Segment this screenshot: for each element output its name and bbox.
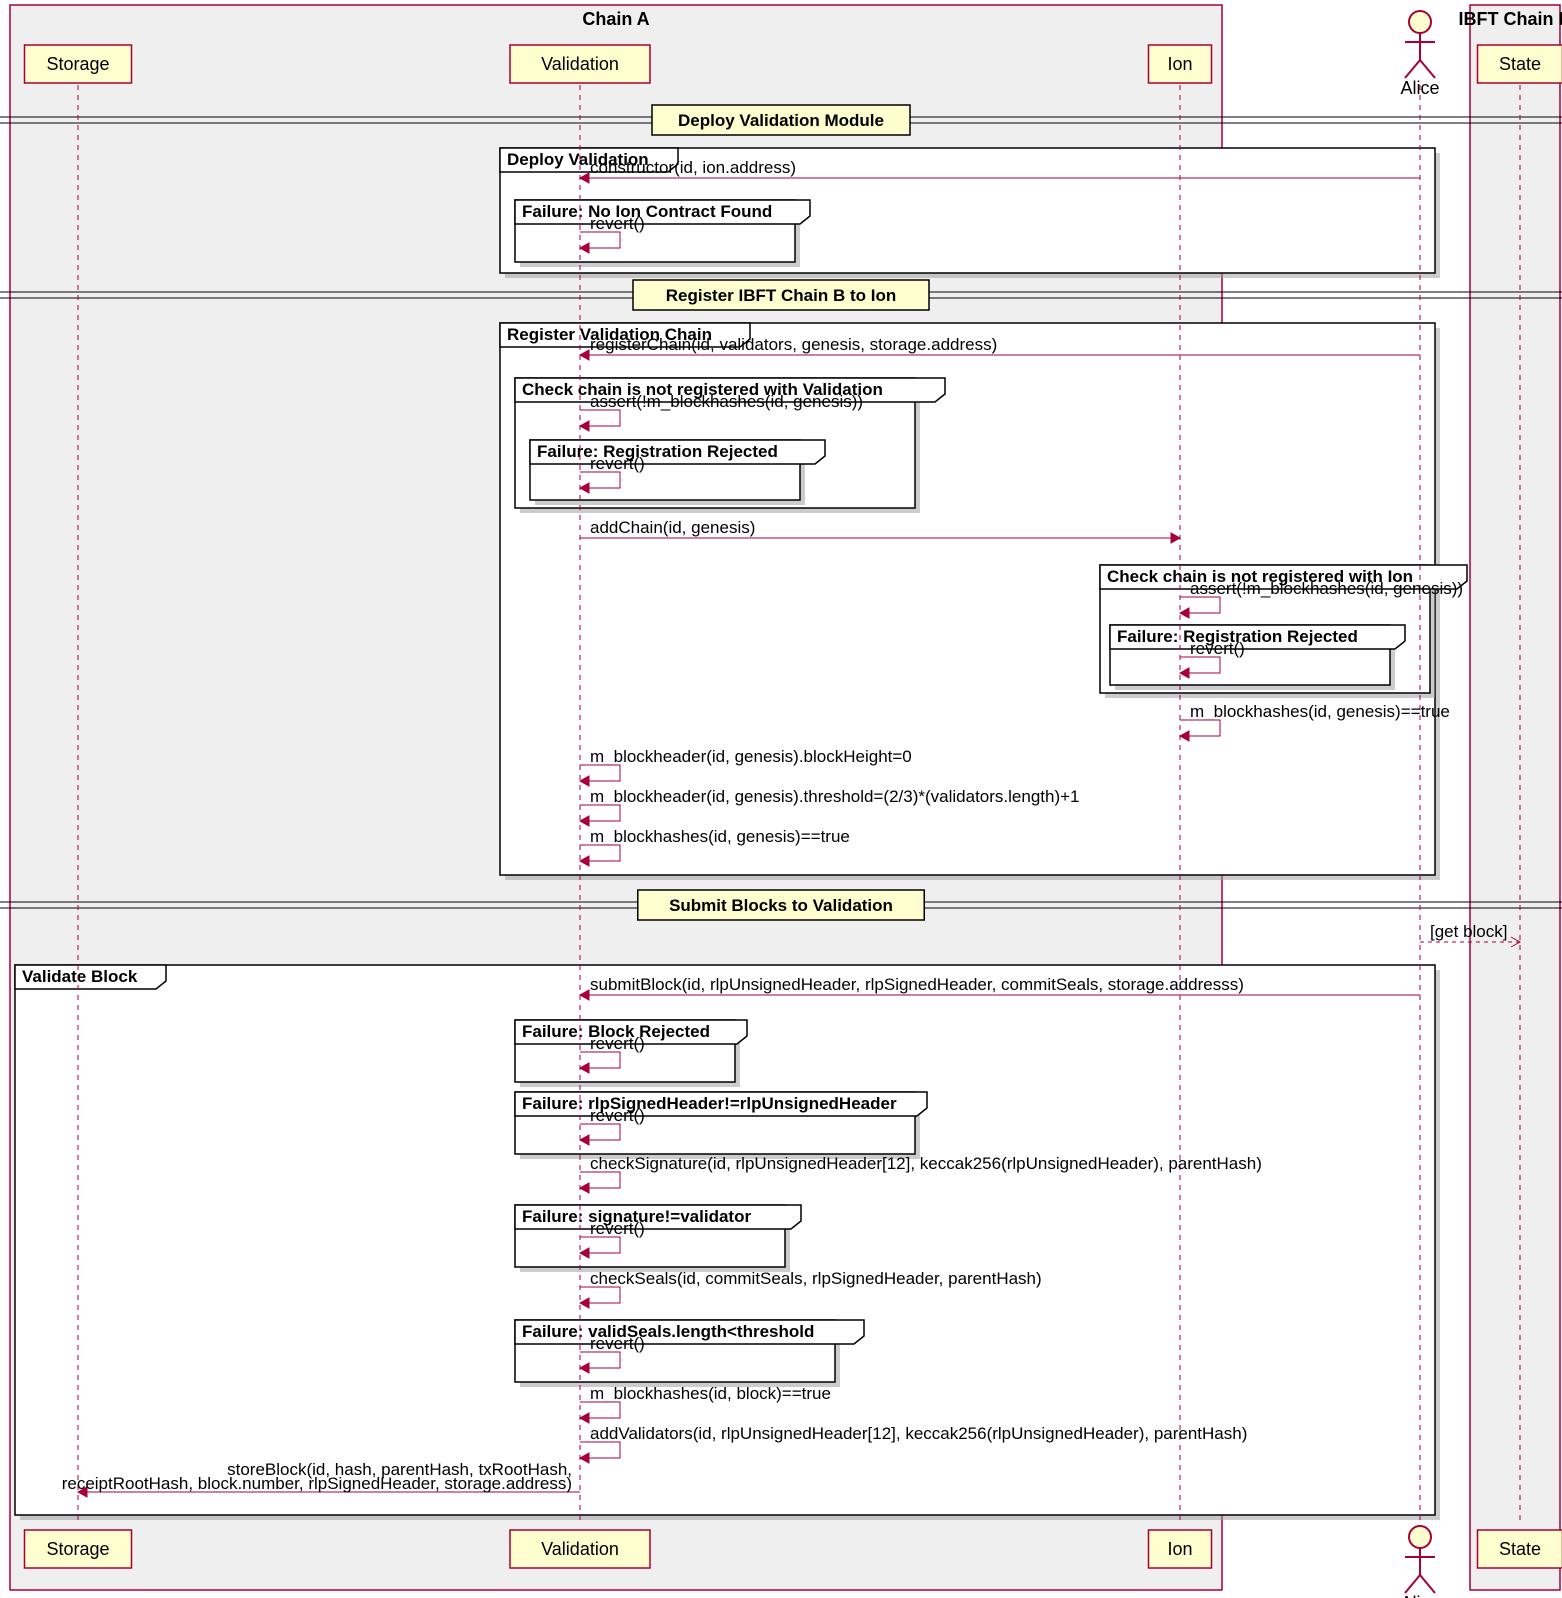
msg-m8: revert() [1190,639,1245,658]
frame-title-fail-reg1: Failure: Registration Rejected [537,442,778,461]
msg-m7: assert(!m_blockhashes(id, genesis)) [1190,579,1463,598]
msg-m19: checkSeals(id, commitSeals, rlpSignedHea… [590,1269,1042,1288]
msg-m4: assert(!m_blockhashes(id, genesis)) [590,392,863,411]
msg-m12: m_blockhashes(id, genesis)==true [590,827,850,846]
participant-label-validation-bot: Validation [541,1539,619,1559]
msg-m2: revert() [590,214,645,233]
msg-m17: checkSignature(id, rlpUnsignedHeader[12]… [590,1154,1262,1173]
participant-label-ion-bot: Ion [1167,1539,1192,1559]
msg-m5: revert() [590,454,645,473]
frame-title-fail-seal: Failure: validSeals.length<threshold [522,1322,814,1341]
actor-label-alice-bot: Alice [1400,1593,1439,1598]
participant-label-state: State [1499,54,1541,74]
actor-head [1409,1526,1431,1548]
group-title: Chain A [582,9,649,29]
msg-m22: addValidators(id, rlpUnsignedHeader[12],… [590,1424,1247,1443]
msg-m23b: receiptRootHash, block.number, rlpSigned… [62,1474,572,1493]
msg-m9: m_blockhashes(id, genesis)==true [1190,702,1450,721]
participant-label-validation: Validation [541,54,619,74]
msg-m21: m_blockhashes(id, block)==true [590,1384,831,1403]
msg-m16: revert() [590,1106,645,1125]
msg-m13: [get block] [1430,922,1508,941]
actor-head [1409,11,1431,33]
msg-m14: submitBlock(id, rlpUnsignedHeader, rlpSi… [590,975,1244,994]
frame-title-fail-hdr: Failure: rlpSignedHeader!=rlpUnsignedHea… [522,1094,897,1113]
msg-m10: m_blockheader(id, genesis).blockHeight=0 [590,747,912,766]
participant-label-state-bot: State [1499,1539,1541,1559]
msg-m20: revert() [590,1334,645,1353]
msg-m15: revert() [590,1034,645,1053]
participant-label-storage: Storage [46,54,109,74]
participant-label-ion: Ion [1167,54,1192,74]
divider-label: Register IBFT Chain B to Ion [666,286,896,305]
sequence-diagram: Chain A IBFT Chain B Storage Validation Ion S… [0,0,1562,1598]
frame-title-validate: Validate Block [22,967,138,986]
msg-m6: addChain(id, genesis) [590,518,755,537]
group-title: IBFT Chain B [1459,9,1562,29]
msg-m18: revert() [590,1219,645,1238]
divider-label: Submit Blocks to Validation [669,896,893,915]
participant-label-storage-bot: Storage [46,1539,109,1559]
msg-m11: m_blockheader(id, genesis).threshold=(2/… [590,787,1080,806]
divider-label: Deploy Validation Module [678,111,884,130]
group-box [1470,5,1560,1590]
msg-m1: constructor(id, ion.address) [590,158,796,177]
msg-m3: registerChain(id, validators, genesis, s… [590,335,997,354]
frame-title-fail-noion: Failure: No Ion Contract Found [522,202,772,221]
